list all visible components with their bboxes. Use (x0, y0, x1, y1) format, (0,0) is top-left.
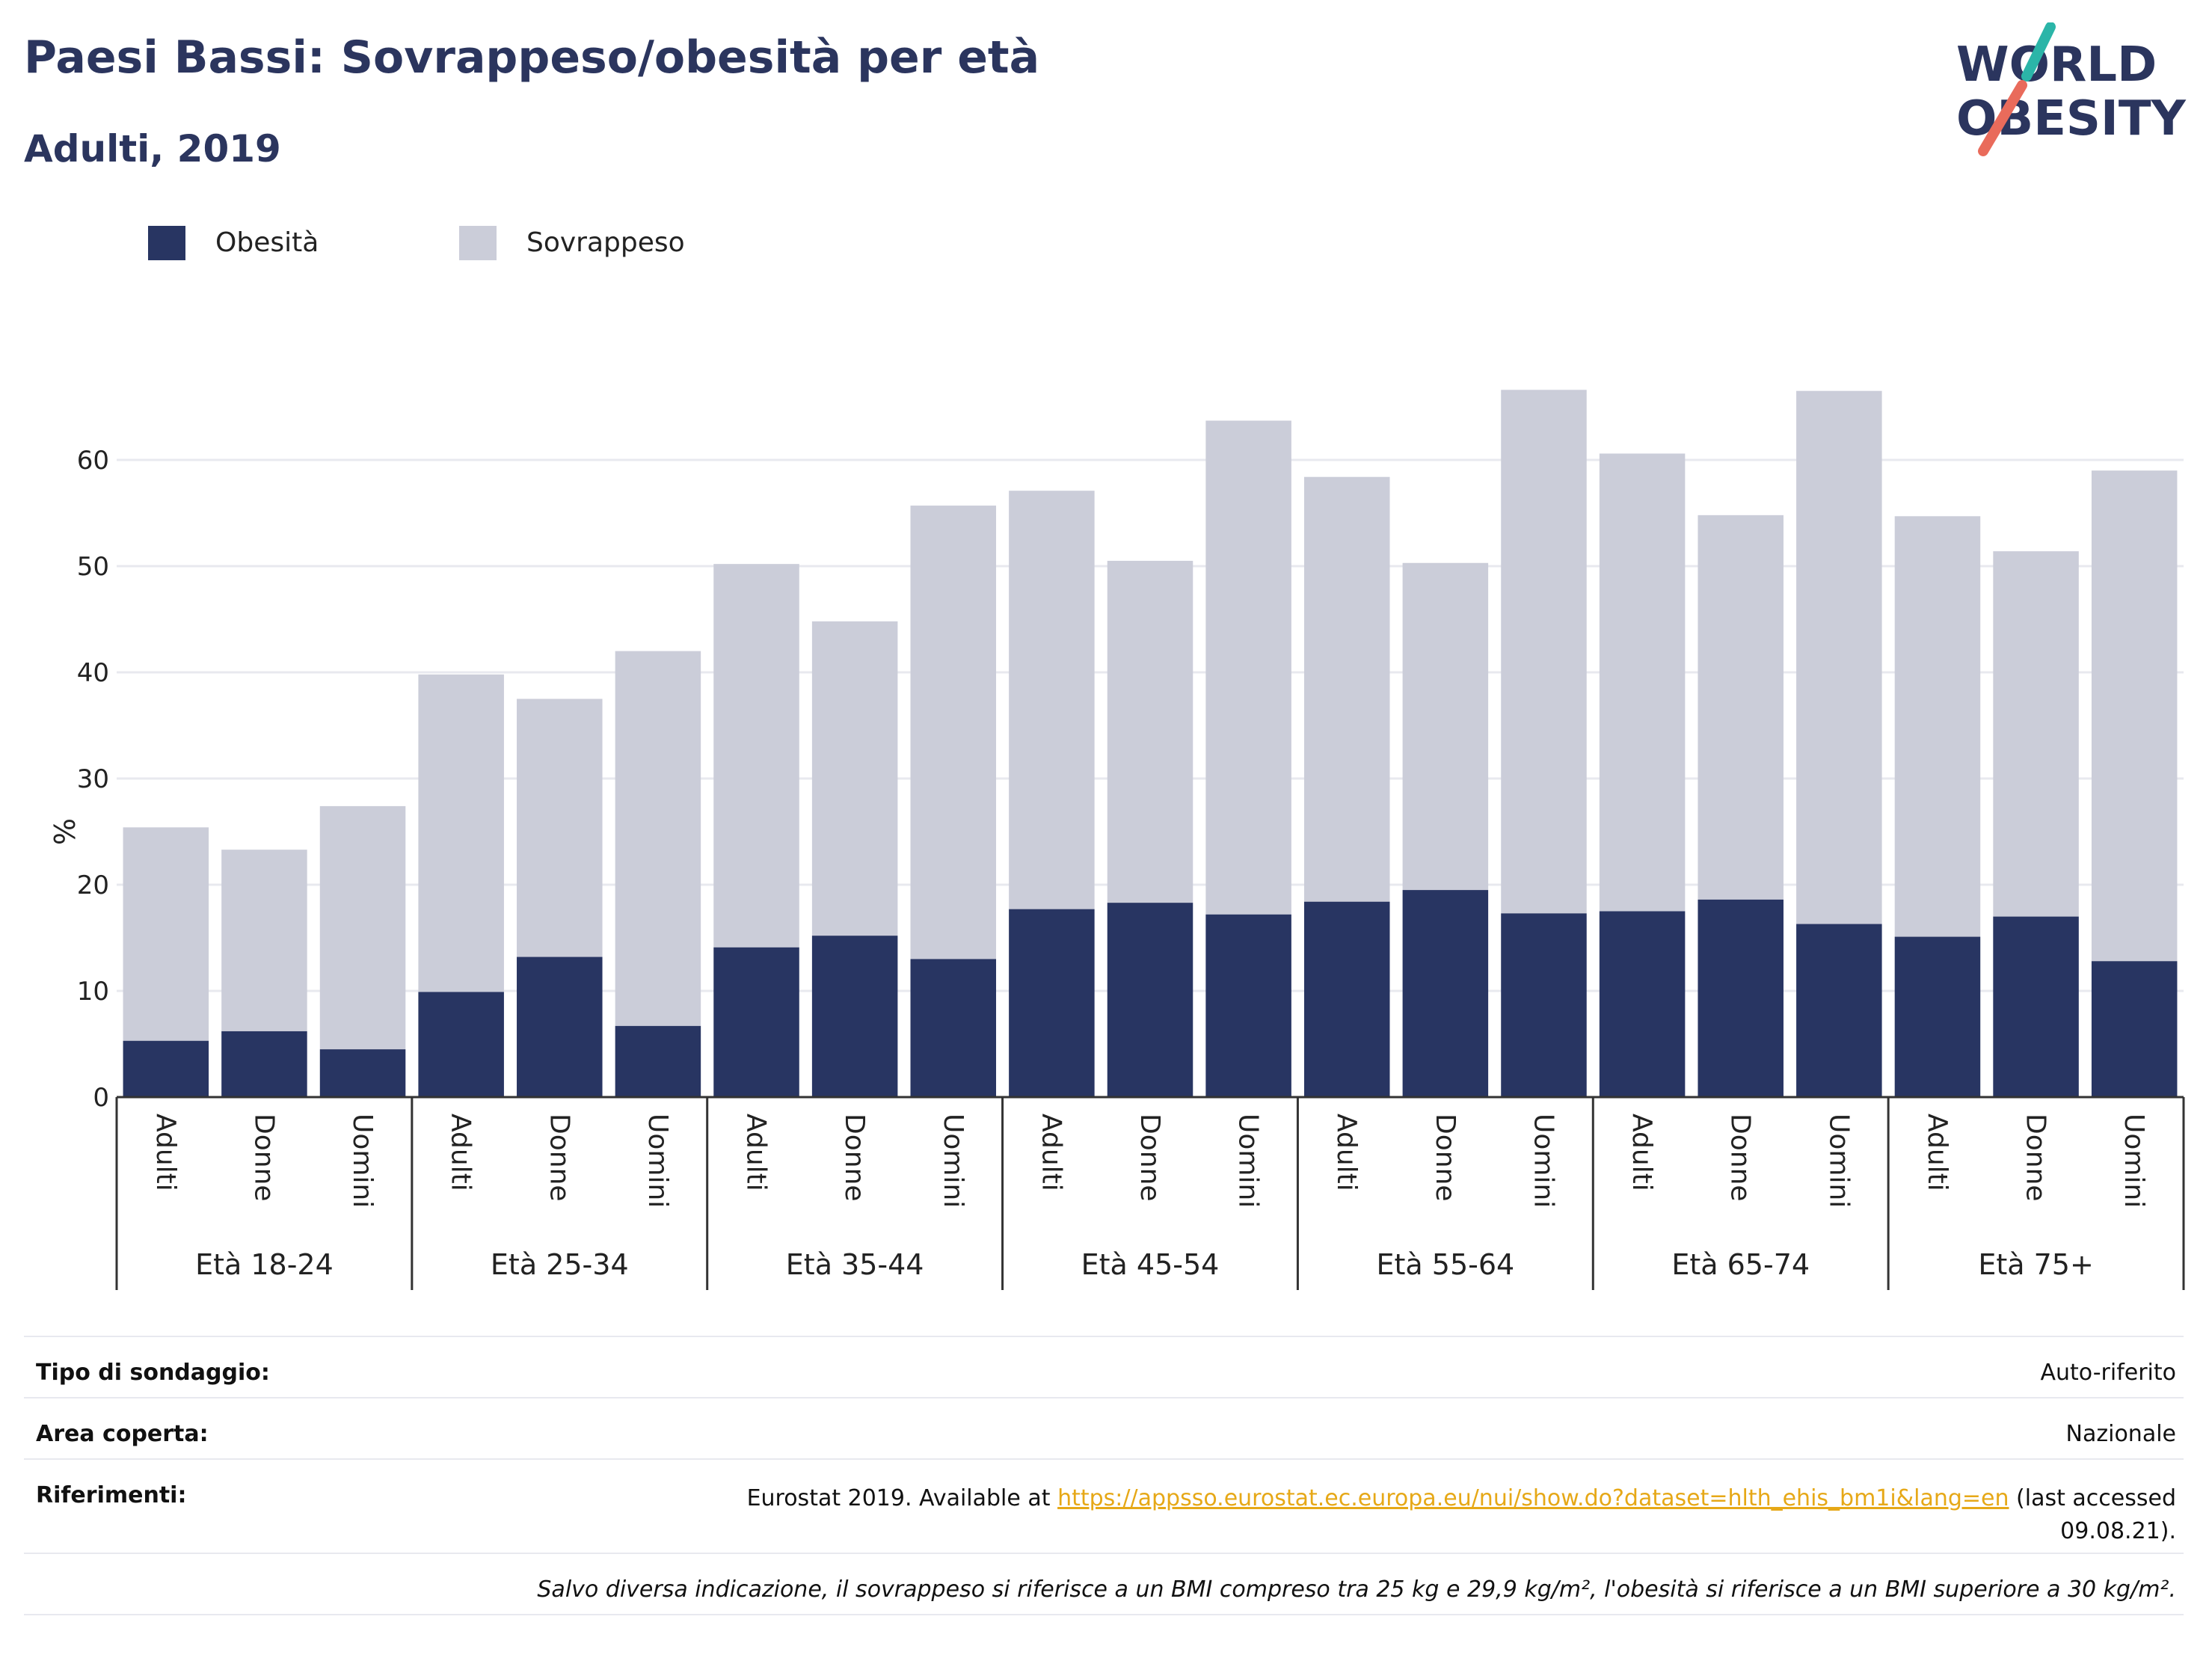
bar-overweight (1796, 391, 1882, 924)
bar-obesity (1205, 915, 1291, 1097)
info-row-footnote: Salvo diversa indicazione, il sovrappeso… (24, 1553, 2184, 1615)
bar-overweight (1895, 516, 1981, 936)
bar-obesity (1895, 937, 1981, 1097)
bar-overweight (221, 850, 307, 1031)
bar-obesity (123, 1041, 209, 1097)
bar-obesity (1698, 900, 1784, 1097)
x-tick-label: Uomini (1233, 1114, 1264, 1208)
bar-overweight (1009, 491, 1095, 909)
references-suffix: (last accessed 09.08.21). (2016, 1485, 2176, 1544)
bar-obesity (418, 992, 504, 1097)
group-label: Età 18-24 (195, 1248, 334, 1281)
survey-type-label: Tipo di sondaggio: (36, 1360, 270, 1386)
bar-overweight (123, 827, 209, 1040)
group-label: Età 75+ (1978, 1248, 2093, 1281)
bar-obesity (911, 959, 997, 1097)
x-tick-label: Adulti (1331, 1114, 1362, 1191)
bar-overweight (1107, 561, 1193, 903)
x-tick-label: Donne (248, 1114, 279, 1202)
x-tick-label: Donne (544, 1114, 574, 1202)
y-axis-label: % (47, 818, 80, 845)
x-tick-label: Uomini (1823, 1114, 1854, 1208)
bar-overweight (911, 506, 997, 959)
group-label: Età 65-74 (1671, 1248, 1810, 1281)
bar-obesity (1009, 909, 1095, 1097)
y-tick-label: 50 (77, 552, 109, 582)
x-tick-label: Donne (1134, 1114, 1165, 1202)
x-tick-label: Uomini (938, 1114, 968, 1208)
y-tick-label: 30 (77, 764, 109, 794)
bar-obesity (615, 1026, 701, 1097)
bar-obesity (713, 948, 799, 1097)
info-row-survey-type: Tipo di sondaggio: Auto-riferito (24, 1336, 2184, 1397)
bar-overweight (517, 699, 603, 957)
bar-obesity (517, 957, 603, 1097)
bar-obesity (1501, 913, 1587, 1097)
bar-obesity (1796, 924, 1882, 1097)
references-prefix: Eurostat 2019. Available at (747, 1485, 1051, 1511)
x-tick-label: Adulti (1036, 1114, 1066, 1191)
bar-obesity (1107, 903, 1193, 1097)
info-table: Tipo di sondaggio: Auto-riferito Area co… (24, 1336, 2184, 1615)
bar-overweight (1304, 477, 1390, 902)
definition-footnote: Salvo diversa indicazione, il sovrappeso… (537, 1576, 2176, 1603)
bar-overweight (1698, 515, 1784, 900)
bar-overweight (812, 621, 898, 936)
bar-obesity (2092, 961, 2178, 1097)
x-tick-label: Adulti (150, 1114, 181, 1191)
x-tick-label: Uomini (2119, 1114, 2149, 1208)
bar-overweight (1501, 390, 1587, 913)
group-label: Età 55-64 (1377, 1248, 1515, 1281)
bar-obesity (320, 1049, 406, 1097)
coverage-label: Area coperta: (36, 1421, 209, 1447)
references-label: Riferimenti: (36, 1482, 186, 1508)
x-tick-label: Donne (1725, 1114, 1756, 1202)
bar-overweight (418, 675, 504, 992)
info-row-coverage: Area coperta: Nazionale (24, 1397, 2184, 1458)
bar-overweight (2092, 470, 2178, 961)
x-tick-label: Uomini (347, 1114, 378, 1208)
x-tick-label: Uomini (1528, 1114, 1558, 1208)
y-tick-label: 10 (77, 977, 109, 1007)
bar-overweight (1403, 563, 1489, 890)
x-tick-label: Donne (1430, 1114, 1460, 1202)
bar-overweight (713, 564, 799, 948)
bar-obesity (1600, 912, 1686, 1098)
bar-overweight (1993, 551, 2079, 916)
survey-type-value: Auto-riferito (2040, 1360, 2176, 1386)
stacked-bar-chart: 0 10 20 30 40 50 60% Adulti Donne Uomini Adulti Don… (0, 0, 2212, 1316)
bar-overweight (320, 806, 406, 1049)
x-tick-label: Donne (2021, 1114, 2051, 1202)
x-tick-label: Adulti (446, 1114, 476, 1191)
x-tick-label: Adulti (1626, 1114, 1657, 1191)
group-label: Età 25-34 (491, 1248, 629, 1281)
y-tick-label: 0 (93, 1083, 109, 1113)
bar-obesity (1304, 902, 1390, 1097)
x-tick-label: Donne (839, 1114, 870, 1202)
bar-obesity (1993, 917, 2079, 1097)
group-label: Età 35-44 (786, 1248, 924, 1281)
x-tick-label: Uomini (642, 1114, 673, 1208)
coverage-value: Nazionale (2066, 1421, 2176, 1447)
info-row-references: Riferimenti: Eurostat 2019. Available at… (24, 1458, 2184, 1553)
bar-overweight (1205, 420, 1291, 914)
group-label: Età 45-54 (1081, 1248, 1220, 1281)
bar-overweight (615, 651, 701, 1026)
y-tick-label: 60 (77, 446, 109, 476)
y-tick-label: 40 (77, 658, 109, 688)
bar-obesity (221, 1031, 307, 1097)
references-link[interactable]: https://appsso.eurostat.ec.europa.eu/nui… (1057, 1485, 2009, 1511)
y-tick-label: 20 (77, 871, 109, 900)
bar-obesity (1403, 890, 1489, 1097)
bar-obesity (812, 936, 898, 1097)
references-value: Eurostat 2019. Available at https://apps… (681, 1482, 2176, 1548)
x-tick-label: Adulti (741, 1114, 772, 1191)
x-tick-label: Adulti (1922, 1114, 1953, 1191)
bar-overweight (1600, 453, 1686, 911)
